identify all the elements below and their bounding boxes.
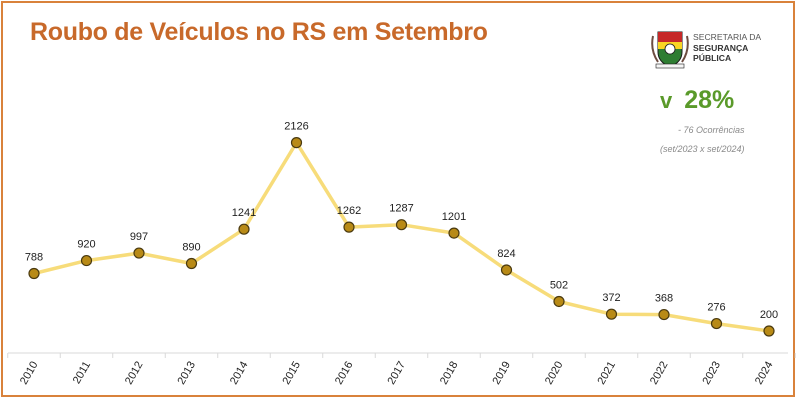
data-label: 276 — [707, 302, 725, 314]
x-tick-label: 2011 — [71, 360, 93, 386]
occurrences-note: - 76 Ocorrências — [678, 125, 745, 135]
x-tick-label: 2015 — [280, 360, 303, 387]
data-label: 824 — [497, 248, 515, 260]
series-markers — [28, 137, 775, 337]
data-label: 1262 — [337, 205, 361, 217]
x-tick-label: 2014 — [228, 360, 251, 387]
data-label: 368 — [655, 293, 673, 305]
data-point — [133, 247, 145, 259]
x-tick-label: 2020 — [543, 360, 566, 387]
down-chevron-icon: v — [660, 87, 673, 113]
rs-coat-of-arms-icon — [651, 31, 689, 69]
data-label: 788 — [25, 251, 43, 263]
data-labels: 788 920 997 890 1241 2126 1262 1287 1201 824 502 37… — [25, 121, 778, 321]
chart-frame — [1, 1, 795, 397]
data-label: 502 — [550, 279, 568, 291]
data-point — [710, 317, 723, 330]
x-tick-label: 2024 — [753, 360, 776, 387]
data-label: 890 — [182, 242, 200, 254]
data-point — [238, 223, 250, 235]
org-line-2: SEGURANÇA — [693, 42, 749, 53]
data-point — [658, 308, 670, 321]
data-point — [290, 137, 303, 149]
data-point — [395, 219, 408, 231]
org-line-3: PÚBLICA — [693, 53, 732, 63]
x-tick-label: 2010 — [18, 360, 41, 387]
data-label: 920 — [77, 239, 95, 251]
data-point — [28, 267, 40, 280]
data-label: 997 — [130, 231, 148, 243]
x-tick-labels: 2010 2011 2012 2013 2014 2015 2016 2017 2018 2019… — [18, 360, 776, 387]
data-point — [763, 325, 775, 337]
data-point — [605, 308, 618, 320]
data-label: 1287 — [389, 203, 413, 215]
data-point — [448, 227, 460, 239]
data-label: 1201 — [442, 211, 466, 223]
data-point — [500, 264, 513, 276]
x-axis-ticks — [7, 353, 796, 358]
data-label: 200 — [760, 309, 778, 321]
data-label: 2126 — [284, 121, 308, 133]
x-tick-label: 2021 — [595, 360, 618, 387]
chart-title: Roubo de Veículos no RS em Setembro — [30, 18, 488, 46]
x-tick-label: 2019 — [490, 360, 513, 387]
data-label: 372 — [602, 292, 620, 304]
x-tick-label: 2023 — [700, 360, 723, 387]
x-tick-label: 2012 — [123, 360, 146, 387]
change-percent: 28% — [684, 86, 735, 114]
change-badge: v 28% — [660, 86, 734, 115]
x-tick-label: 2018 — [438, 360, 461, 387]
data-label: 1241 — [232, 207, 256, 219]
x-tick-label: 2013 — [175, 360, 198, 387]
data-point — [553, 295, 565, 308]
comparison-note: (set/2023 x set/2024) — [660, 144, 745, 154]
x-tick-label: 2016 — [333, 360, 356, 387]
data-point — [80, 254, 93, 267]
x-tick-label: 2017 — [385, 360, 408, 387]
x-tick-label: 2022 — [648, 360, 671, 387]
data-point — [343, 221, 355, 233]
data-point — [185, 257, 198, 270]
org-line-1: SECRETARIA DA — [693, 32, 762, 42]
organization-name: SECRETARIA DA SEGURANÇA PÚBLICA — [693, 32, 761, 64]
